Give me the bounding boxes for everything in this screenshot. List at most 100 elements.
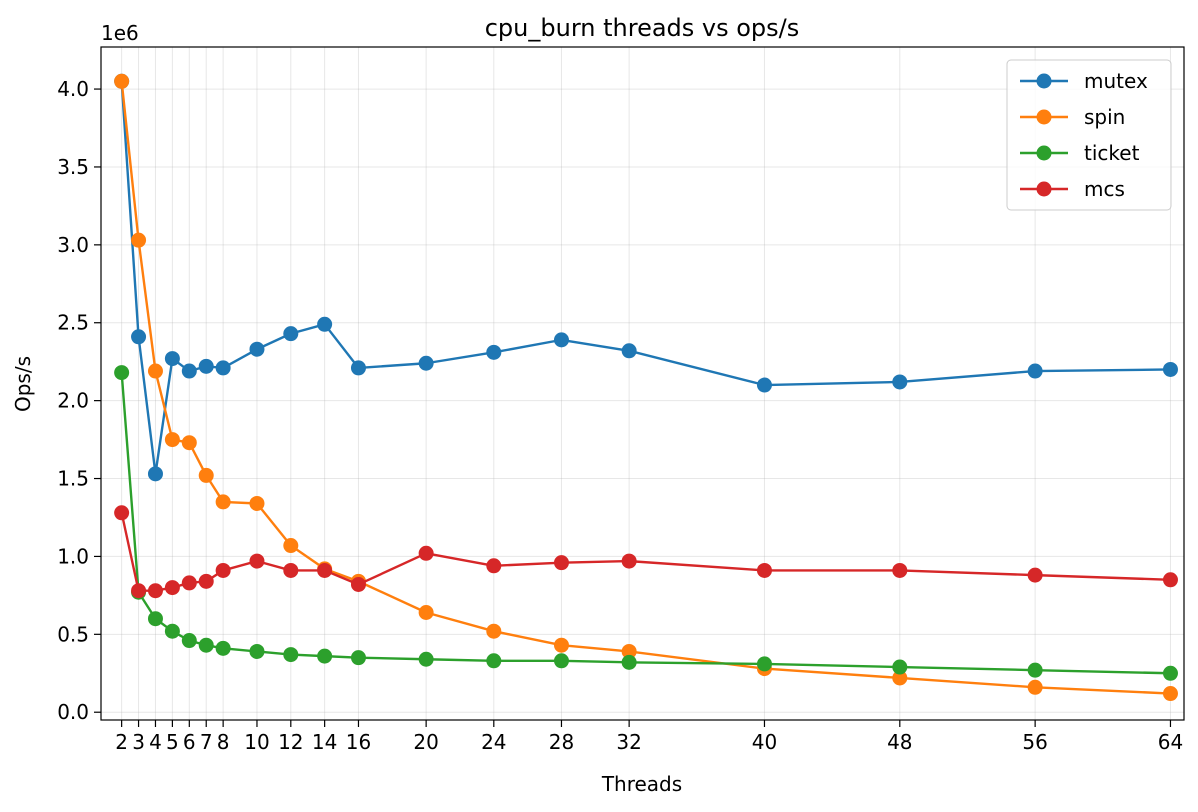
data-point-mutex [1162,361,1178,377]
data-point-mcs [486,558,502,574]
x-tick-label: 32 [616,730,641,754]
data-point-mutex [198,358,214,374]
legend-label: mcs [1084,177,1125,201]
y-tick-label: 2.0 [57,389,89,413]
x-tick-label: 4 [149,730,162,754]
data-point-mutex [283,326,299,342]
data-point-ticket [147,611,163,627]
data-point-spin [164,432,180,448]
data-point-ticket [164,623,180,639]
legend-label: mutex [1084,69,1148,93]
x-tick-label: 12 [278,730,303,754]
x-tick-label: 56 [1022,730,1047,754]
data-point-mcs [350,576,366,592]
legend-item-ticket: ticket [1020,141,1140,165]
chart-title: cpu_burn threads vs ops/s [485,14,800,42]
data-point-spin [198,467,214,483]
y-tick-label: 0.0 [57,700,89,724]
data-point-mutex [486,344,502,360]
x-tick-label: 8 [217,730,230,754]
x-tick-label: 64 [1158,730,1183,754]
data-point-mutex [553,332,569,348]
data-point-mutex [147,466,163,482]
data-point-mcs [317,562,333,578]
legend-box [1006,59,1172,211]
data-point-spin [283,538,299,554]
data-point-ticket [249,643,265,659]
data-point-mcs [1162,572,1178,588]
data-point-spin [1162,686,1178,702]
x-tick-label: 24 [481,730,506,754]
legend-label: spin [1084,105,1125,129]
legend-label: ticket [1084,141,1140,165]
data-point-mcs [418,545,434,561]
data-point-spin [114,73,130,89]
y-tick-label: 4.0 [57,77,89,101]
data-point-ticket [892,659,908,675]
grid-lines [101,47,1184,720]
legend-swatch-marker [1036,145,1052,161]
legend-item-mcs: mcs [1020,177,1125,201]
y-axis: 0.0 0.5 1.0 1.5 2.0 2.5 3.0 3.5 4.0 [57,77,101,724]
legend-item-mutex: mutex [1020,69,1148,93]
data-point-spin [553,637,569,653]
legend-swatch-marker [1036,109,1052,125]
series-mcs [114,505,1178,599]
y-axis-title: Ops/s [11,356,35,412]
data-point-ticket [181,633,197,649]
data-point-ticket [198,637,214,653]
y-tick-label: 1.0 [57,544,89,568]
x-tick-label: 40 [752,730,777,754]
data-point-mutex [215,360,231,376]
data-point-ticket [1027,662,1043,678]
data-point-mcs [283,562,299,578]
data-point-spin [181,435,197,451]
x-tick-label: 5 [166,730,179,754]
legend-swatch-marker [1036,181,1052,197]
data-point-mutex [1027,363,1043,379]
legend-item-spin: spin [1020,105,1125,129]
data-point-mutex [164,351,180,367]
data-point-mcs [756,562,772,578]
data-point-mcs [892,562,908,578]
data-point-spin [215,494,231,510]
data-point-mcs [114,505,130,521]
y-tick-label: 1.5 [57,467,89,491]
data-point-mcs [553,555,569,571]
data-point-ticket [283,647,299,663]
data-point-mcs [249,553,265,569]
data-point-mcs [1027,567,1043,583]
data-point-spin [147,363,163,379]
data-point-mutex [131,329,147,345]
data-point-ticket [418,651,434,667]
data-point-mutex [249,341,265,357]
x-tick-label: 16 [346,730,371,754]
x-axis: 2 3 4 5 6 7 8 10 12 14 16 20 24 28 32 40 48 56 64 [115,720,1183,754]
y-axis-offset-label: 1e6 [101,21,139,45]
data-point-mcs [181,575,197,591]
y-tick-label: 0.5 [57,622,89,646]
x-tick-label: 7 [200,730,213,754]
data-point-ticket [621,654,637,670]
data-point-spin [249,495,265,511]
data-point-spin [1027,679,1043,695]
data-point-spin [418,605,434,621]
data-point-spin [621,643,637,659]
data-point-mutex [350,360,366,376]
x-tick-label: 3 [132,730,145,754]
y-tick-label: 3.0 [57,233,89,257]
x-axis-title: Threads [601,772,682,796]
data-point-ticket [317,648,333,664]
data-point-ticket [350,650,366,666]
series-layer [114,73,1178,702]
data-point-mutex [621,343,637,359]
legend: mutex spin ticket mcs [1006,59,1172,211]
data-point-mutex [317,316,333,332]
data-point-mcs [198,573,214,589]
plot-area-frame [100,46,1185,721]
data-point-ticket [553,653,569,669]
x-tick-label: 10 [244,730,269,754]
y-tick-label: 3.5 [57,155,89,179]
x-tick-label: 28 [549,730,574,754]
